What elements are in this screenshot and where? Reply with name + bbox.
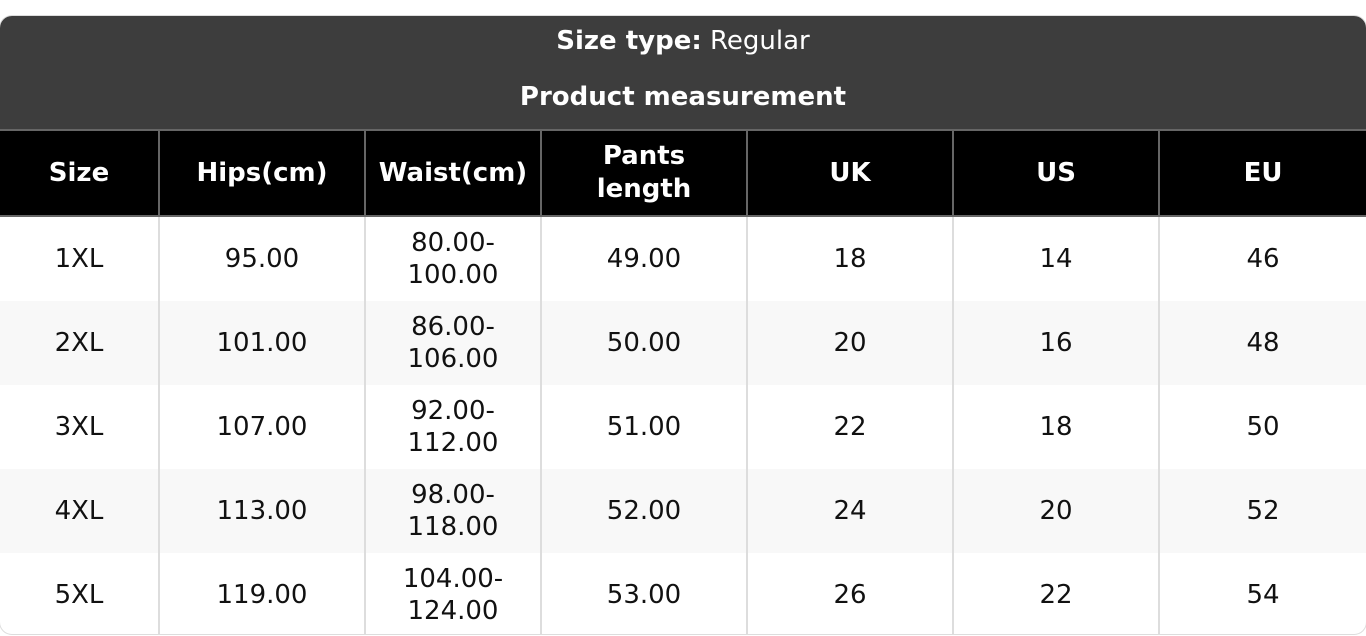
table-cell: 104.00-124.00 [364, 553, 542, 634]
size-chart-card: Size type: Regular Product measurement S… [0, 16, 1366, 634]
table-cell: 80.00-100.00 [364, 216, 542, 301]
table-cell: 51.00 [540, 385, 748, 469]
size-type-line: Size type: Regular [0, 26, 1366, 56]
table-cell: 2XL [0, 301, 160, 385]
table-cell: 50.00 [540, 301, 748, 385]
table-cell: 98.00-118.00 [364, 469, 542, 553]
table-cell: 20 [952, 469, 1160, 553]
column-header: UK [746, 129, 954, 217]
table-cell: 95.00 [158, 216, 366, 301]
table-cell: 18 [952, 385, 1160, 469]
table-cell: 113.00 [158, 469, 366, 553]
column-header: US [952, 129, 1160, 217]
table-cell: 86.00-106.00 [364, 301, 542, 385]
table-row: 4XL 113.00 98.00-118.00 52.00 24 20 52 [0, 469, 1366, 553]
table-cell: 24 [746, 469, 954, 553]
table-cell: 92.00-112.00 [364, 385, 542, 469]
table-cell: 50 [1158, 385, 1366, 469]
table-cell: 18 [746, 216, 954, 301]
size-table: Size Hips(cm) Waist(cm) Pants length UK US EU … [0, 129, 1366, 634]
table-cell: 52 [1158, 469, 1366, 553]
table-cell: 22 [952, 553, 1160, 634]
table-row: 2XL 101.00 86.00-106.00 50.00 20 16 48 [0, 301, 1366, 385]
table-cell: 22 [746, 385, 954, 469]
table-cell: 46 [1158, 216, 1366, 301]
table-cell: 119.00 [158, 553, 366, 634]
table-cell: 3XL [0, 385, 160, 469]
table-cell: 26 [746, 553, 954, 634]
table-row: 1XL 95.00 80.00-100.00 49.00 18 14 46 [0, 216, 1366, 301]
table-cell: 1XL [0, 216, 160, 301]
table-cell: 52.00 [540, 469, 748, 553]
table-cell: 16 [952, 301, 1160, 385]
table-cell: 49.00 [540, 216, 748, 301]
size-type-value: Regular [710, 26, 810, 56]
size-chart-header: Size type: Regular Product measurement [0, 16, 1366, 129]
table-row: 3XL 107.00 92.00-112.00 51.00 22 18 50 [0, 385, 1366, 469]
table-cell: 5XL [0, 553, 160, 634]
size-type-label: Size type: [556, 26, 702, 56]
table-header-row: Size Hips(cm) Waist(cm) Pants length UK US EU [0, 129, 1366, 217]
table-cell: 48 [1158, 301, 1366, 385]
table-cell: 54 [1158, 553, 1366, 634]
subtitle: Product measurement [519, 82, 847, 112]
table-cell: 107.00 [158, 385, 366, 469]
column-header: Hips(cm) [158, 129, 366, 217]
column-header: Size [0, 129, 160, 217]
table-row: 5XL 119.00 104.00-124.00 53.00 26 22 54 [0, 553, 1366, 634]
table-cell: 53.00 [540, 553, 748, 634]
column-header: Waist(cm) [364, 129, 542, 217]
table-cell: 101.00 [158, 301, 366, 385]
table-cell: 4XL [0, 469, 160, 553]
table-cell: 14 [952, 216, 1160, 301]
column-header: EU [1158, 129, 1366, 217]
column-header: Pants length [540, 129, 748, 217]
table-cell: 20 [746, 301, 954, 385]
